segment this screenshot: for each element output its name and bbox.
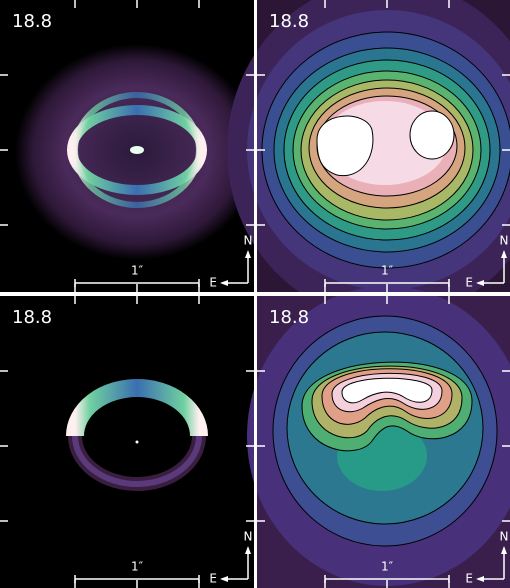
east-label: E (209, 276, 217, 290)
panel (0, 296, 254, 588)
star (136, 441, 139, 444)
scale-label: 1″ (131, 264, 144, 278)
panel-label: 18.8 (12, 307, 52, 328)
panel-label: 18.8 (269, 307, 309, 328)
north-label: N (500, 530, 509, 544)
peak (410, 111, 454, 159)
east-label: E (465, 276, 473, 290)
panel-label: 18.8 (12, 11, 52, 32)
east-label: E (209, 572, 217, 586)
star (130, 146, 144, 154)
north-label: N (500, 234, 509, 248)
panel (0, 0, 259, 292)
scale-label: 1″ (381, 264, 394, 278)
panel-bg (0, 296, 254, 588)
scale-label: 1″ (381, 560, 394, 574)
panel (247, 286, 510, 588)
east-label: E (465, 572, 473, 586)
panel (227, 0, 510, 320)
north-label: N (244, 530, 253, 544)
scale-label: 1″ (131, 560, 144, 574)
figure: 18.8 1″ N E 18.8 1″ N E 18.8 1″ N E 18.8 1″ N E (0, 0, 510, 588)
panel-label: 18.8 (269, 11, 309, 32)
north-label: N (244, 234, 253, 248)
